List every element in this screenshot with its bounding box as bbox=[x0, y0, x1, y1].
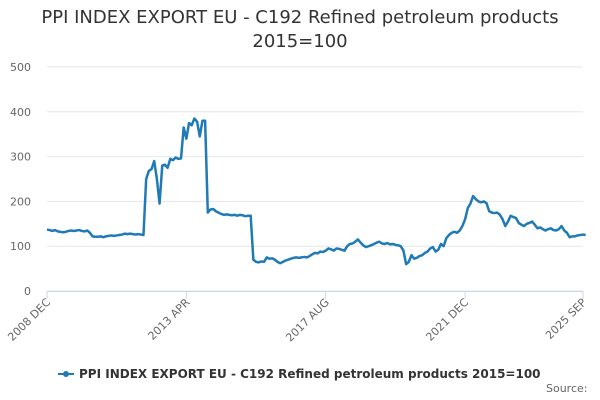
y-tick-label: 200 bbox=[10, 195, 31, 208]
y-tick-label: 500 bbox=[10, 61, 31, 74]
x-tick-label: 2013 APR bbox=[146, 296, 193, 343]
legend-label: PPI INDEX EXPORT EU - C192 Refined petro… bbox=[79, 367, 541, 381]
chart-title: PPI INDEX EXPORT EU - C192 Refined petro… bbox=[41, 7, 559, 52]
x-tick-label: 2008 DEC bbox=[5, 296, 53, 344]
y-tick-label: 400 bbox=[10, 106, 31, 119]
legend-marker bbox=[63, 371, 69, 377]
y-tick-label: 100 bbox=[10, 240, 31, 253]
source: Source: bbox=[546, 382, 588, 395]
x-tick-label: 2025 SEP bbox=[543, 296, 589, 342]
x-tick-label: 2021 DEC bbox=[423, 296, 471, 344]
line bbox=[46, 117, 586, 266]
y-tick-label: 300 bbox=[10, 151, 31, 164]
x-tick-label: 2017 AUG bbox=[283, 296, 332, 345]
y-tick-label: 0 bbox=[24, 285, 31, 298]
